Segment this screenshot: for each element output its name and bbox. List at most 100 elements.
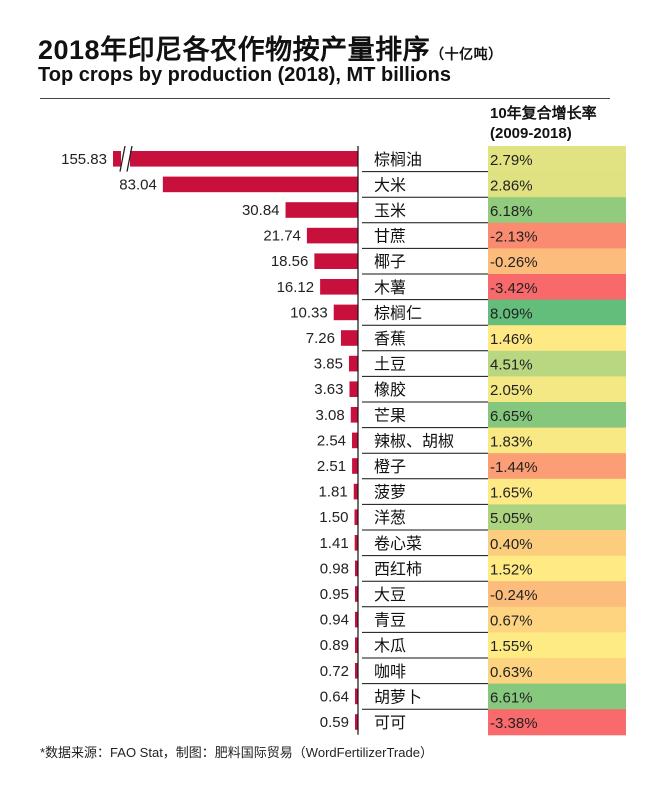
chart-title: 2018年印尼各农作物按产量排序（十亿吨） xyxy=(38,28,503,67)
category-label-6: 棕榈仁 xyxy=(374,304,422,322)
category-label-10: 芒果 xyxy=(374,407,406,425)
bar-1 xyxy=(162,176,358,193)
axis-break-mark-1 xyxy=(119,145,126,172)
cagr-cell-11 xyxy=(488,427,626,454)
cagr-cell-8 xyxy=(488,350,626,377)
cagr-cell-12 xyxy=(488,453,626,480)
bar-0 xyxy=(113,151,358,167)
category-label-15: 卷心菜 xyxy=(374,535,422,553)
bar-9 xyxy=(349,381,358,397)
category-label-11: 辣椒、胡椒 xyxy=(374,432,454,450)
bar-chart: 155.83 棕榈油 2.79% 83.04 大米 2.86% 30.84 玉米 6.18% 21… xyxy=(61,145,626,736)
value-label-1: 83.04 xyxy=(119,176,157,193)
cagr-label-11: 1.83% xyxy=(490,433,533,450)
bar-7 xyxy=(340,330,358,346)
cagr-label-17: -0.24% xyxy=(490,587,538,604)
bar-13 xyxy=(353,483,358,500)
bar-21 xyxy=(355,688,358,705)
cagr-label-6: 8.09% xyxy=(490,305,533,322)
cagr-label-19: 1.55% xyxy=(490,638,533,655)
bar-8 xyxy=(348,355,358,372)
cagr-label-13: 1.65% xyxy=(490,485,533,502)
category-label-1: 大米 xyxy=(374,176,406,194)
value-label-7: 7.26 xyxy=(306,330,335,347)
category-label-0: 棕榈油 xyxy=(374,151,422,169)
cagr-label-3: -2.13% xyxy=(490,229,538,246)
value-label-22: 0.59 xyxy=(320,714,349,731)
value-label-2: 30.84 xyxy=(242,202,280,219)
bar-18 xyxy=(355,611,358,628)
bar-5 xyxy=(320,279,358,295)
axis-break-gap xyxy=(121,148,130,170)
bar-4 xyxy=(314,253,358,269)
bar-11 xyxy=(352,432,358,449)
cagr-label-8: 4.51% xyxy=(490,357,533,374)
bar-17 xyxy=(355,586,358,602)
title-text: 2018年印尼各农作物按产量排序 xyxy=(38,35,431,65)
category-label-19: 木瓜 xyxy=(374,637,406,655)
source-note: *数据来源：FAO Stat，制图：肥料国际贸易（WordFertilizerT… xyxy=(40,745,433,760)
value-label-4: 18.56 xyxy=(271,253,309,270)
value-label-6: 10.33 xyxy=(290,304,328,321)
bar-19 xyxy=(355,637,358,653)
cagr-label-18: 0.67% xyxy=(490,613,533,630)
category-label-13: 菠萝 xyxy=(374,484,406,502)
cagr-cell-2 xyxy=(488,197,626,224)
bar-6 xyxy=(333,304,358,321)
category-label-20: 咖啡 xyxy=(374,663,406,681)
chart-subtitle: Top crops by production (2018), MT billi… xyxy=(38,64,451,86)
cagr-cell-10 xyxy=(488,402,626,429)
value-label-13: 1.81 xyxy=(319,484,348,501)
category-label-17: 大豆 xyxy=(374,586,406,604)
category-label-3: 甘蔗 xyxy=(374,228,406,246)
cagr-label-21: 6.61% xyxy=(490,689,533,706)
category-label-7: 香蕉 xyxy=(374,330,406,348)
cagr-label-9: 2.05% xyxy=(490,382,533,399)
value-label-17: 0.95 xyxy=(320,586,349,603)
cagr-label-22: -3.38% xyxy=(490,715,538,732)
cagr-label-2: 6.18% xyxy=(490,203,533,220)
value-label-8: 3.85 xyxy=(314,356,343,373)
category-label-12: 橙子 xyxy=(374,458,406,476)
cagr-label-15: 0.40% xyxy=(490,536,533,553)
bar-15 xyxy=(354,535,358,551)
cagr-cell-9 xyxy=(488,376,626,403)
cagr-label-14: 5.05% xyxy=(490,510,533,527)
cagr-label-1: 2.86% xyxy=(490,177,533,194)
category-label-16: 西红柿 xyxy=(374,560,422,578)
cagr-cell-15 xyxy=(488,530,626,557)
cagr-cell-18 xyxy=(488,606,626,633)
value-label-14: 1.50 xyxy=(319,509,348,526)
value-label-9: 3.63 xyxy=(314,381,343,398)
cagr-label-10: 6.65% xyxy=(490,408,533,425)
title-unit: （十亿吨） xyxy=(430,46,503,62)
cagr-cell-14 xyxy=(488,504,626,531)
cagr-header-line2: (2009-2018) xyxy=(490,125,572,142)
bar-20 xyxy=(355,663,358,679)
cagr-label-4: -0.26% xyxy=(490,254,538,271)
cagr-cell-7 xyxy=(488,325,626,352)
category-label-21: 胡萝卜 xyxy=(374,688,422,706)
value-label-18: 0.94 xyxy=(320,612,349,629)
cagr-cell-0 xyxy=(488,146,626,173)
cagr-cell-13 xyxy=(488,478,626,505)
cagr-header: 10年复合增长率 (2009-2018) xyxy=(490,104,597,144)
category-label-4: 椰子 xyxy=(374,253,406,271)
value-label-19: 0.89 xyxy=(320,637,349,654)
category-label-2: 玉米 xyxy=(374,202,406,220)
cagr-header-line1: 10年复合增长率 xyxy=(490,105,597,122)
bar-3 xyxy=(306,227,358,244)
category-label-8: 土豆 xyxy=(374,356,406,374)
cagr-cell-20 xyxy=(488,658,626,685)
axis-break-mark-2 xyxy=(126,145,133,172)
title-divider xyxy=(40,98,610,99)
cagr-cell-5 xyxy=(488,274,626,301)
category-label-5: 木薯 xyxy=(374,279,406,297)
cagr-cell-17 xyxy=(488,581,626,608)
cagr-label-7: 1.46% xyxy=(490,331,533,348)
cagr-label-12: -1.44% xyxy=(490,459,538,476)
category-label-18: 青豆 xyxy=(374,612,406,630)
bar-22 xyxy=(355,714,358,730)
bar-14 xyxy=(354,509,358,525)
value-label-10: 3.08 xyxy=(316,407,345,424)
